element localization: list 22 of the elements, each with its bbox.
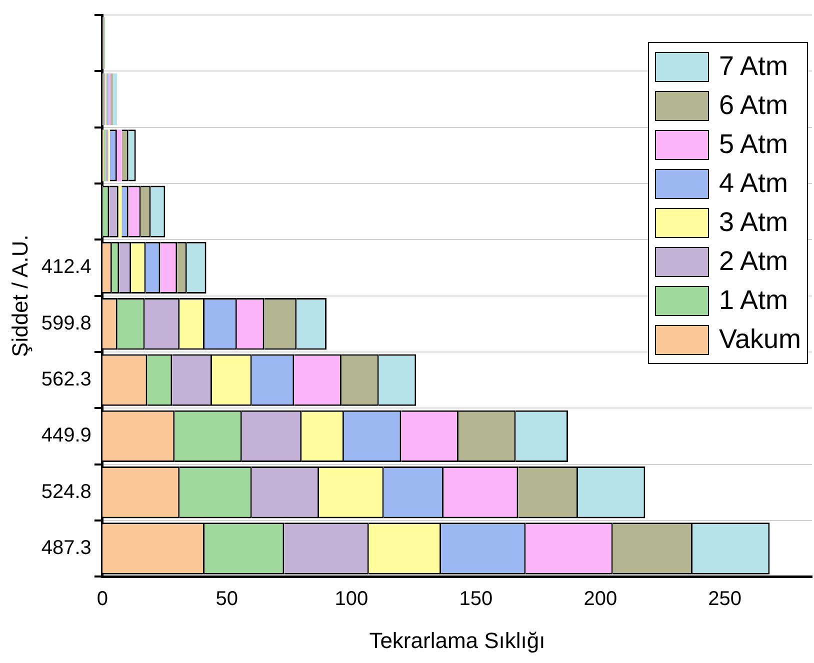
y-tick-label: 487.3 <box>41 537 92 560</box>
x-tick-label: 150 <box>459 588 493 610</box>
legend-label: 6 Atm <box>718 90 788 121</box>
y-tick-label: 449.9 <box>41 424 92 447</box>
y-tick-label: 412.4 <box>41 256 92 278</box>
legend-label: 7 Atm <box>718 51 788 82</box>
legend-label: 2 Atm <box>718 246 788 277</box>
x-tick-label: 0 <box>96 588 108 610</box>
y-tick-label: 524.8 <box>41 480 92 503</box>
y-tick-label: 562.3 <box>41 368 92 391</box>
legend-label: 3 Atm <box>718 207 788 238</box>
x-axis-title: Tekrarlama Sıklığı <box>369 628 546 653</box>
legend-label: Vakum <box>718 324 801 355</box>
legend-label: 5 Atm <box>718 129 788 160</box>
x-tick-label: 200 <box>584 588 618 610</box>
y-axis-title: Şiddet / A.U. <box>7 234 32 357</box>
y-tick-label: 599.8 <box>41 312 92 334</box>
x-tick-label: 100 <box>334 588 368 610</box>
x-tick-label: 50 <box>216 588 238 610</box>
legend-label: 1 Atm <box>718 285 788 316</box>
x-tick-label: 250 <box>708 588 742 610</box>
legend-label: 4 Atm <box>718 168 788 199</box>
